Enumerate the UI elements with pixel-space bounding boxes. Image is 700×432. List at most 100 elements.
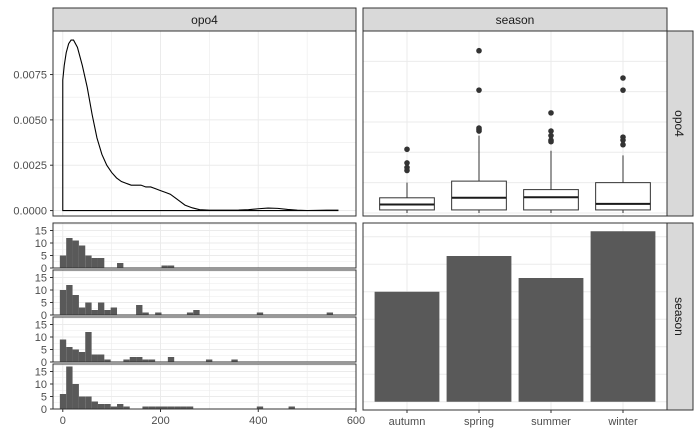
histogram-winter-bar--6 — [59, 394, 67, 409]
box-spring-outlier-4 — [476, 125, 482, 131]
histogram-winter-bar-20 — [72, 384, 79, 409]
histogram-autumn-y-tick-label-1: 5 — [41, 251, 47, 263]
histogram-autumn-bar-215 — [167, 265, 175, 268]
bar-x-axis: autumn spring summer winter — [389, 410, 638, 428]
histogram-spring-bar-267 — [193, 310, 200, 315]
histogram-summer-bar-7 — [66, 347, 73, 362]
density-y-tick-label-0: 0.0000 — [13, 206, 47, 218]
histogram-winter-y-tick-label-2: 10 — [35, 379, 47, 391]
histogram-winter-bar-59 — [91, 401, 98, 409]
density-y-tick-label-3: 0.0075 — [13, 70, 47, 82]
histogram-spring-y-tick-label-3: 15 — [35, 273, 47, 285]
box-summer-outlier-4 — [548, 137, 554, 143]
box-autumn-outlier-3 — [404, 146, 410, 153]
histogram-summer-bar-124 — [123, 359, 130, 362]
bar-spring — [446, 256, 512, 402]
top-strip-opo4: opo4 — [52, 7, 357, 32]
histogram-winter-bar-124 — [123, 406, 130, 409]
boxplot-grid — [363, 31, 667, 216]
histogram-spring-bar-150 — [136, 305, 143, 315]
box-spring-outlier-0 — [476, 47, 482, 54]
right-strip-label-season: season — [672, 297, 686, 336]
density-y-axis: 0.0000 0.0025 0.0050 0.0075 — [13, 70, 53, 218]
histogram-autumn-bar-20 — [72, 240, 79, 268]
histogram-spring-bar-163 — [142, 312, 149, 315]
histogram-x-tick-label-2: 400 — [249, 415, 267, 427]
bar-marks — [374, 231, 656, 402]
histogram-x-tick-label-0: 0 — [60, 415, 66, 427]
box-summer-outlier-1 — [548, 132, 554, 139]
histogram-winter-bar-397 — [256, 406, 264, 409]
right-strip-opo4: opo4 — [666, 30, 694, 217]
bar-x-tick-label-3: winter — [607, 416, 638, 428]
boxplot-marks — [379, 47, 651, 213]
histogram-winter-bar-163 — [142, 406, 149, 409]
histogram-spring-y-tick-label-2: 10 — [35, 285, 47, 297]
histogram-summer-bar-46 — [85, 332, 92, 362]
histogram-winter-bar-46 — [85, 396, 92, 409]
histogram-winter-bar-111 — [117, 404, 124, 409]
histogram-spring-bar--6 — [59, 290, 67, 315]
box-spring — [451, 180, 507, 211]
histogram-winter-bar-72 — [97, 404, 105, 409]
histogram-summer-y-tick-label-2: 10 — [35, 332, 47, 344]
histogram-autumn-bar--6 — [59, 255, 67, 268]
box-winter-outlier-3 — [620, 137, 626, 143]
histogram-spring-y-tick-label-0: 0 — [41, 310, 47, 322]
strip-label-season: season — [496, 13, 535, 27]
histogram-spring-bar-46 — [85, 302, 92, 315]
box-winter-outlier-0 — [620, 75, 626, 81]
bar-x-tick-label-1: spring — [464, 416, 494, 428]
bar-panel: autumn spring summer winter — [362, 222, 668, 428]
histogram-panel-autumn-border — [52, 222, 357, 269]
histogram-x-tick-label-3: 600 — [347, 415, 365, 427]
histogram-summer-bar-33 — [78, 352, 86, 362]
histogram-summer-bar-293 — [205, 359, 213, 362]
histogram-winter-bar-176 — [148, 406, 156, 409]
box-spring-outlier-1 — [476, 87, 482, 93]
histogram-spring-bar-397 — [256, 312, 264, 315]
density-line — [62, 39, 339, 212]
histogram-panel-summer-border — [52, 316, 357, 363]
histogram-spring-bar-85 — [104, 310, 111, 315]
histogram-spring-bar-59 — [91, 310, 98, 315]
bar-winter — [590, 231, 656, 402]
bar-x-tick-label-0: autumn — [389, 416, 426, 428]
histogram-autumn-y-tick-label-3: 15 — [35, 226, 47, 238]
histogram-x-tick-label-1: 200 — [151, 415, 169, 427]
histogram-autumn-bar-46 — [85, 255, 92, 268]
histogram-winter-bar-462 — [288, 406, 295, 409]
histogram-winter-bar-33 — [78, 396, 86, 409]
histogram-winter-y-tick-label-3: 15 — [35, 367, 47, 379]
histogram-x-axis: 0 200 400 600 — [60, 409, 365, 427]
strip-label-opo4: opo4 — [191, 13, 218, 27]
histogram-spring-bar-98 — [110, 307, 118, 315]
histogram-winter-bar-215 — [167, 406, 175, 409]
histogram-summer-y-tick-label-3: 15 — [35, 320, 47, 332]
histogram-winter-bar-189 — [155, 406, 162, 409]
histogram-summer-y-tick-label-0: 0 — [41, 357, 47, 369]
histogram-winter-bar-228 — [174, 406, 181, 409]
histogram-summer-bar-72 — [97, 354, 105, 362]
box-winter-outlier-1 — [620, 87, 626, 93]
histogram-autumn-bar-59 — [91, 258, 98, 268]
top-strip-season: season — [362, 7, 668, 32]
histogram-summer-bar-215 — [167, 357, 175, 362]
histogram-winter-y-tick-label-1: 5 — [41, 392, 47, 404]
histogram-spring-bar-189 — [155, 312, 162, 315]
bar-autumn — [374, 291, 440, 402]
bar-x-tick-label-2: summer — [531, 416, 571, 428]
box-autumn-outlier-2 — [404, 160, 410, 166]
histogram-autumn-bar-72 — [97, 258, 105, 268]
histogram-summer-bar-20 — [72, 349, 79, 362]
histogram-spring-bar-7 — [66, 285, 73, 315]
histogram-winter-bar-254 — [186, 406, 194, 409]
histogram-panel-spring-border — [52, 269, 357, 316]
histogram-winter-bar-241 — [180, 406, 187, 409]
histogram-summer-bar-163 — [142, 359, 149, 362]
box-winter-outlier-4 — [620, 141, 626, 148]
